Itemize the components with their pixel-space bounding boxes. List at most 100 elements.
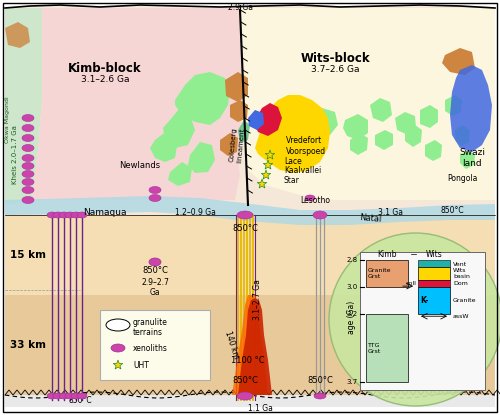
Bar	[5, 395, 495, 407]
Ellipse shape	[111, 344, 125, 352]
Bar	[418, 280, 450, 287]
Polygon shape	[343, 114, 368, 140]
Text: 850°C: 850°C	[307, 376, 333, 385]
Text: Kimb-block: Kimb-block	[68, 61, 142, 75]
Ellipse shape	[22, 171, 34, 178]
Ellipse shape	[329, 233, 500, 406]
Ellipse shape	[237, 392, 253, 400]
Text: 3.7–2.6 Ga: 3.7–2.6 Ga	[311, 66, 359, 75]
Text: 1.1 Ga: 1.1 Ga	[248, 403, 272, 413]
Polygon shape	[238, 120, 250, 143]
Text: Kimb: Kimb	[378, 249, 397, 259]
Ellipse shape	[149, 186, 161, 193]
Polygon shape	[238, 298, 272, 395]
Polygon shape	[310, 108, 338, 135]
Text: 140 km: 140 km	[224, 330, 240, 360]
Polygon shape	[220, 133, 238, 156]
Ellipse shape	[77, 212, 87, 218]
Polygon shape	[5, 196, 495, 225]
Text: Natal: Natal	[358, 212, 382, 223]
Text: age (Ga): age (Ga)	[348, 300, 356, 334]
Polygon shape	[460, 150, 475, 169]
Text: Swazi
land: Swazi land	[459, 148, 485, 168]
Text: 850°C: 850°C	[68, 395, 92, 405]
Ellipse shape	[71, 393, 81, 399]
Ellipse shape	[22, 134, 34, 142]
Ellipse shape	[314, 393, 326, 399]
Polygon shape	[265, 150, 275, 159]
Ellipse shape	[22, 144, 34, 151]
Ellipse shape	[22, 178, 34, 186]
Text: 3.1–2.7 Ga: 3.1–2.7 Ga	[254, 280, 262, 320]
Text: Granite: Granite	[453, 298, 476, 303]
Polygon shape	[248, 110, 264, 130]
Bar	[418, 287, 450, 314]
Polygon shape	[455, 125, 470, 146]
Text: Wits-block: Wits-block	[300, 51, 370, 64]
Polygon shape	[5, 8, 42, 205]
Ellipse shape	[149, 195, 161, 202]
Polygon shape	[113, 360, 123, 369]
Polygon shape	[263, 160, 273, 169]
Text: 2.9 Ga: 2.9 Ga	[228, 3, 252, 12]
Text: Okwa Magondi: Okwa Magondi	[6, 97, 10, 143]
Text: Granite
Grst: Granite Grst	[368, 268, 392, 279]
Text: 850°C: 850°C	[232, 224, 258, 232]
Bar	[366, 314, 408, 382]
Ellipse shape	[65, 393, 75, 399]
Text: Namaqua: Namaqua	[83, 208, 127, 217]
Text: Voorspoed: Voorspoed	[286, 146, 326, 156]
Text: 3.1–2.6 Ga: 3.1–2.6 Ga	[81, 76, 129, 85]
Text: 1.2–0.9 Ga: 1.2–0.9 Ga	[174, 208, 216, 217]
Polygon shape	[442, 48, 475, 75]
Ellipse shape	[237, 211, 253, 219]
Text: 850°C: 850°C	[232, 376, 258, 385]
Text: 3.7: 3.7	[347, 379, 358, 385]
Polygon shape	[188, 142, 215, 173]
Polygon shape	[255, 95, 330, 173]
Text: Vent: Vent	[453, 261, 467, 266]
Ellipse shape	[22, 115, 34, 122]
Text: 850°C: 850°C	[440, 205, 464, 215]
Text: assW: assW	[453, 314, 469, 319]
Polygon shape	[261, 170, 271, 179]
Text: Wits
basin: Wits basin	[453, 268, 470, 279]
Ellipse shape	[305, 195, 315, 201]
Polygon shape	[5, 5, 495, 215]
Text: terrains: terrains	[133, 327, 163, 337]
Polygon shape	[225, 72, 248, 102]
Text: 33 km: 33 km	[10, 340, 46, 350]
Text: Colesberg
lineament: Colesberg lineament	[229, 127, 245, 163]
Polygon shape	[5, 215, 495, 295]
Polygon shape	[240, 8, 495, 200]
Polygon shape	[395, 112, 416, 135]
Bar	[360, 252, 485, 390]
Polygon shape	[450, 65, 492, 152]
Text: TTG
Grst: TTG Grst	[368, 343, 382, 354]
Polygon shape	[375, 130, 393, 150]
Ellipse shape	[22, 154, 34, 161]
Text: 2.8: 2.8	[347, 257, 358, 263]
Text: 15 km: 15 km	[10, 250, 46, 260]
Text: Wits: Wits	[426, 249, 442, 259]
Ellipse shape	[65, 212, 75, 218]
Text: coll: coll	[406, 281, 417, 286]
Ellipse shape	[313, 211, 327, 219]
Ellipse shape	[59, 393, 69, 399]
Text: Lace: Lace	[284, 156, 302, 166]
Polygon shape	[163, 108, 195, 148]
Ellipse shape	[22, 163, 34, 169]
Ellipse shape	[71, 212, 81, 218]
Text: Ga: Ga	[150, 288, 160, 296]
Bar	[5, 295, 495, 395]
Text: granulite: granulite	[133, 317, 168, 327]
Text: Star: Star	[284, 176, 300, 185]
Ellipse shape	[22, 196, 34, 203]
Polygon shape	[5, 22, 30, 48]
Text: xenoliths: xenoliths	[133, 344, 168, 352]
Polygon shape	[420, 105, 438, 128]
Ellipse shape	[22, 124, 34, 132]
Text: Kaalvallei: Kaalvallei	[284, 166, 321, 174]
Polygon shape	[405, 125, 422, 147]
Bar	[100, 310, 210, 380]
